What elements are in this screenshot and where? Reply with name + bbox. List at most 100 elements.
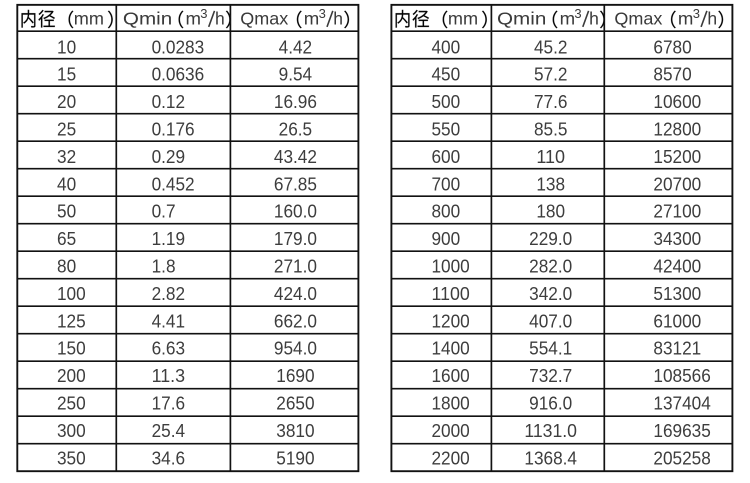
svg-text:160.0: 160.0: [274, 201, 317, 222]
svg-text:16.96: 16.96: [274, 91, 317, 112]
svg-text:125: 125: [57, 310, 86, 331]
svg-text:732.7: 732.7: [529, 365, 572, 386]
svg-text:h: h: [333, 9, 343, 29]
svg-text:17.6: 17.6: [152, 392, 185, 413]
svg-text:40: 40: [57, 173, 76, 194]
svg-text:2650: 2650: [276, 392, 314, 413]
svg-text:50: 50: [57, 201, 76, 222]
svg-text:10600: 10600: [653, 91, 701, 112]
svg-text:2200: 2200: [432, 447, 470, 468]
svg-text:6.63: 6.63: [152, 338, 185, 359]
svg-text:15: 15: [57, 64, 76, 85]
svg-text:554.1: 554.1: [529, 338, 572, 359]
svg-text:662.0: 662.0: [274, 310, 317, 331]
svg-text:2.82: 2.82: [152, 283, 185, 304]
svg-text:100: 100: [57, 283, 86, 304]
svg-text:137404: 137404: [653, 392, 710, 413]
svg-text:916.0: 916.0: [529, 392, 572, 413]
svg-text:169635: 169635: [653, 420, 710, 441]
svg-text:43.42: 43.42: [274, 146, 317, 167]
svg-text:m: m: [186, 9, 202, 29]
svg-text:20700: 20700: [653, 173, 701, 194]
svg-text:5190: 5190: [276, 447, 314, 468]
svg-text:77.6: 77.6: [534, 91, 567, 112]
svg-text:3810: 3810: [276, 420, 314, 441]
svg-text:32: 32: [57, 146, 76, 167]
svg-text:m: m: [560, 9, 576, 29]
svg-text:1000: 1000: [432, 255, 470, 276]
svg-text:h: h: [589, 9, 599, 29]
svg-text:3: 3: [574, 6, 581, 21]
svg-text:mm: mm: [448, 9, 478, 29]
svg-text:Qmin: Qmin: [497, 9, 546, 29]
svg-text:407.0: 407.0: [529, 310, 572, 331]
svg-text:700: 700: [432, 173, 461, 194]
svg-text:11.3: 11.3: [152, 365, 185, 386]
svg-text:1800: 1800: [432, 392, 470, 413]
svg-text:1100: 1100: [432, 283, 470, 304]
svg-text:180: 180: [536, 201, 565, 222]
svg-text:1600: 1600: [432, 365, 470, 386]
svg-text:Qmin: Qmin: [123, 9, 172, 29]
svg-text:900: 900: [432, 228, 461, 249]
svg-text:0.452: 0.452: [152, 173, 195, 194]
svg-text:229.0: 229.0: [529, 228, 572, 249]
svg-text:500: 500: [432, 91, 461, 112]
svg-text:1690: 1690: [276, 365, 314, 386]
svg-text:51300: 51300: [653, 283, 701, 304]
svg-text:27100: 27100: [653, 201, 701, 222]
svg-text:0.0636: 0.0636: [152, 64, 205, 85]
svg-text:200: 200: [57, 365, 86, 386]
svg-text:20: 20: [57, 91, 76, 112]
svg-text:Qmax: Qmax: [614, 9, 662, 29]
svg-text:34.6: 34.6: [152, 447, 185, 468]
svg-text:300: 300: [57, 420, 86, 441]
svg-text:1131.0: 1131.0: [524, 420, 577, 441]
svg-text:25.4: 25.4: [152, 420, 185, 441]
svg-text:0.29: 0.29: [152, 146, 185, 167]
svg-text:400: 400: [432, 36, 461, 57]
svg-text:0.7: 0.7: [152, 201, 176, 222]
svg-text:h: h: [707, 9, 717, 29]
svg-text:954.0: 954.0: [274, 338, 317, 359]
svg-text:65: 65: [57, 228, 76, 249]
svg-text:205258: 205258: [653, 447, 710, 468]
svg-text:424.0: 424.0: [274, 283, 317, 304]
svg-text:Qmax: Qmax: [240, 9, 288, 29]
svg-text:3: 3: [693, 6, 700, 21]
svg-text:57.2: 57.2: [534, 64, 567, 85]
svg-text:138: 138: [536, 173, 565, 194]
svg-text:179.0: 179.0: [274, 228, 317, 249]
svg-text:mm: mm: [74, 9, 104, 29]
svg-text:80: 80: [57, 255, 76, 276]
svg-text:6780: 6780: [653, 36, 691, 57]
svg-text:450: 450: [432, 64, 461, 85]
svg-text:15200: 15200: [653, 146, 701, 167]
svg-text:250: 250: [57, 392, 86, 413]
svg-text:1.8: 1.8: [152, 255, 176, 276]
svg-text:550: 550: [432, 118, 461, 139]
svg-text:42400: 42400: [653, 255, 701, 276]
svg-text:26.5: 26.5: [279, 118, 312, 139]
svg-text:85.5: 85.5: [534, 118, 567, 139]
svg-text:2000: 2000: [432, 420, 470, 441]
svg-text:800: 800: [432, 201, 461, 222]
svg-text:h: h: [215, 9, 225, 29]
svg-text:0.12: 0.12: [152, 91, 185, 112]
svg-text:350: 350: [57, 447, 86, 468]
svg-text:1200: 1200: [432, 310, 470, 331]
svg-text:45.2: 45.2: [534, 36, 567, 57]
svg-text:282.0: 282.0: [529, 255, 572, 276]
svg-text:110: 110: [536, 146, 565, 167]
svg-text:1.19: 1.19: [152, 228, 185, 249]
svg-text:12800: 12800: [653, 118, 701, 139]
svg-text:3: 3: [200, 6, 207, 21]
svg-text:0.176: 0.176: [152, 118, 195, 139]
svg-text:3: 3: [319, 6, 326, 21]
svg-text:m: m: [678, 9, 694, 29]
svg-text:150: 150: [57, 338, 86, 359]
svg-text:61000: 61000: [653, 310, 701, 331]
svg-text:67.85: 67.85: [274, 173, 317, 194]
svg-text:0.0283: 0.0283: [152, 36, 205, 57]
svg-text:83121: 83121: [653, 338, 701, 359]
